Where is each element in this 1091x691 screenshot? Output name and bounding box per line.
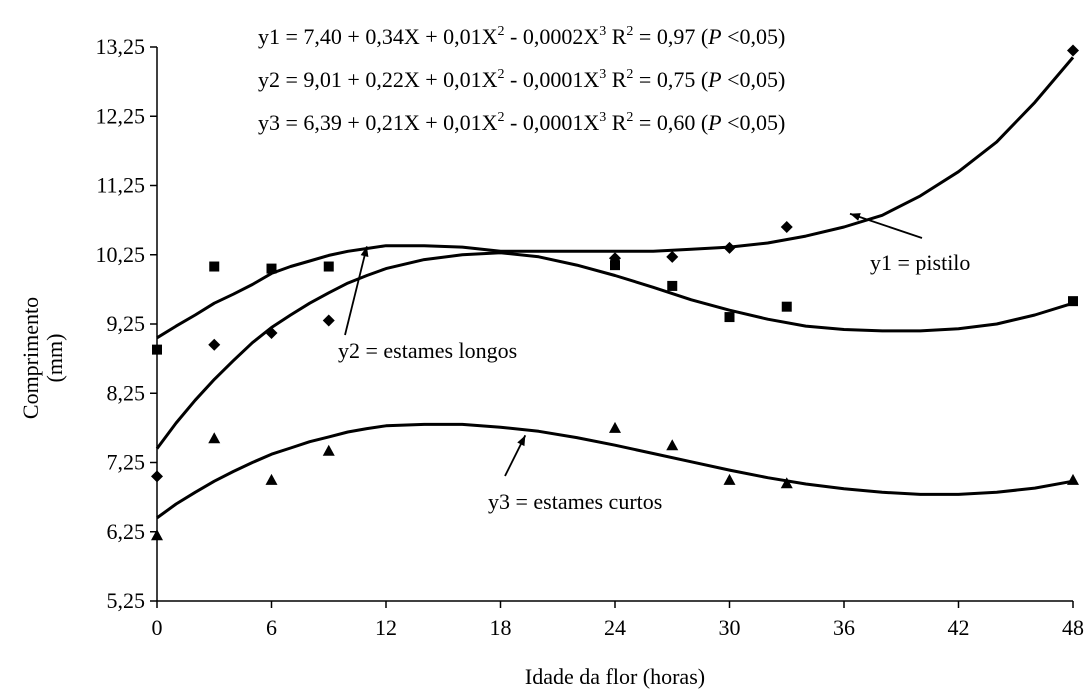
x-tick-label: 48: [1062, 615, 1084, 640]
y-axis-title: Comprimento (mm): [18, 297, 67, 419]
point-y3: [723, 473, 736, 485]
equation-y3: y3 = 6,39 + 0,21X + 0,01X2 - 0,0001X3 R2…: [258, 110, 785, 135]
curve-y3: [156, 422, 1074, 520]
point-y1: [780, 221, 793, 234]
point-y2: [667, 280, 678, 291]
point-y1: [208, 338, 221, 351]
equation-y1: y1 = 7,40 + 0,34X + 0,01X2 - 0,0002X3 R2…: [258, 24, 785, 49]
data-points: [151, 44, 1079, 541]
x-tick-label: 36: [833, 615, 855, 640]
x-tick-label: 6: [266, 615, 277, 640]
y-tick-label: 8,25: [107, 380, 146, 405]
annotation-label: y2 = estames longos: [338, 338, 517, 363]
x-tick-label: 12: [375, 615, 397, 640]
point-y2: [209, 261, 220, 272]
point-y3: [666, 439, 679, 451]
x-axis-title: Idade da flor (horas): [525, 664, 705, 689]
y-axis-title-line2: (mm): [42, 334, 67, 383]
x-tick-label: 18: [490, 615, 512, 640]
point-y2: [781, 301, 792, 312]
point-y1: [151, 470, 163, 483]
annotation-arrowhead: [360, 246, 369, 258]
y-tick-label: 6,25: [107, 519, 146, 544]
point-y3: [265, 473, 278, 485]
annotation-arrow: [344, 246, 368, 336]
point-y1: [1067, 44, 1079, 57]
annotation-label: y3 = estames curtos: [488, 489, 662, 514]
y-tick-label: 13,25: [96, 34, 146, 59]
point-y3: [780, 477, 793, 489]
regression-curves: [155, 56, 1075, 520]
point-y3: [609, 421, 621, 433]
point-y2: [152, 344, 162, 355]
y-tick-label: 5,25: [107, 588, 146, 613]
y-tick-label: 10,25: [96, 242, 146, 267]
point-y3: [208, 432, 221, 444]
point-y1: [322, 314, 335, 327]
y-tick-label: 11,25: [96, 173, 145, 198]
x-tick-label: 0: [152, 615, 163, 640]
point-y2: [724, 312, 735, 323]
y-tick-label: 9,25: [107, 311, 146, 336]
x-tick-label: 30: [719, 615, 741, 640]
point-y1: [265, 327, 278, 340]
x-tick-label: 42: [948, 615, 970, 640]
point-y1: [666, 250, 679, 263]
curve-y1: [156, 56, 1075, 340]
equations: y1 = 7,40 + 0,34X + 0,01X2 - 0,0002X3 R2…: [258, 24, 785, 135]
x-tick-label: 24: [604, 615, 626, 640]
point-y2: [323, 261, 334, 272]
point-y2: [1068, 296, 1078, 307]
annotation-y2: y2 = estames longos: [338, 246, 517, 363]
point-y1: [723, 241, 736, 254]
point-y2: [610, 260, 620, 271]
series-annotations: y1 = pistilo y2 = estames longos y3 = esta…: [338, 212, 970, 514]
equation-y2: y2 = 9,01 + 0,22X + 0,01X2 - 0,0001X3 R2…: [258, 67, 785, 92]
y-tick-label: 12,25: [96, 103, 146, 128]
point-y2: [266, 263, 277, 274]
annotation-arrow: [849, 212, 923, 239]
annotation-y1: y1 = pistilo: [849, 212, 970, 275]
annotation-label: y1 = pistilo: [870, 250, 970, 275]
annotation-y3: y3 = estames curtos: [488, 434, 662, 514]
annotation-arrowhead: [850, 213, 861, 221]
y-axis-title-line1: Comprimento: [18, 297, 43, 419]
point-y3: [151, 529, 163, 541]
ticks: 5,25 6,25 7,25 8,25 9,25 10,25 11,25 12,25 13,25…: [96, 34, 1085, 640]
annotation-arrowhead: [517, 435, 526, 447]
curve-y2: [155, 251, 1074, 450]
point-y3: [1067, 473, 1079, 485]
point-y3: [322, 444, 335, 456]
y-tick-label: 7,25: [107, 450, 146, 475]
